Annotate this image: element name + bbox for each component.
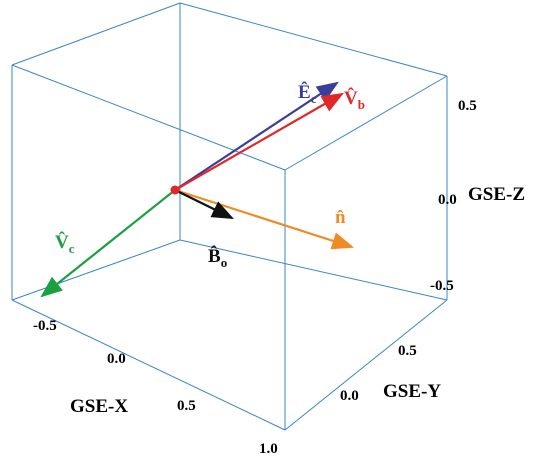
vector-ec xyxy=(174,81,339,191)
vectors xyxy=(40,81,355,298)
ticks: 0.5 0.0 -0.5 -0.5 0.0 0.5 1.0 0.0 0.5 xyxy=(33,98,477,457)
x-label: GSE-X xyxy=(70,396,128,417)
x-tick: 0.5 xyxy=(177,398,196,414)
y-label: GSE-Y xyxy=(383,381,441,402)
label-ec: Êc xyxy=(298,81,317,106)
label-vb: V̂b xyxy=(344,88,365,112)
vector-vc xyxy=(40,189,176,298)
label-n: n̂ xyxy=(335,207,346,228)
bounding-box xyxy=(11,2,448,431)
vector-vb xyxy=(174,92,344,191)
z-tick: -0.5 xyxy=(430,278,454,294)
z-label: GSE-Z xyxy=(468,184,525,205)
label-bo: B̂o xyxy=(208,246,227,270)
label-vc: V̂c xyxy=(55,232,75,256)
y-tick: 0.0 xyxy=(340,388,359,404)
vector-n xyxy=(174,188,355,250)
origin xyxy=(170,185,180,195)
x-tick: 0.0 xyxy=(107,351,126,367)
z-tick: 0.0 xyxy=(438,192,457,208)
y-tick: 0.5 xyxy=(398,343,417,359)
z-tick: 0.5 xyxy=(458,98,477,114)
vector-bo xyxy=(174,189,234,219)
x-tick: -0.5 xyxy=(33,318,57,334)
x-tick: 1.0 xyxy=(259,441,278,457)
